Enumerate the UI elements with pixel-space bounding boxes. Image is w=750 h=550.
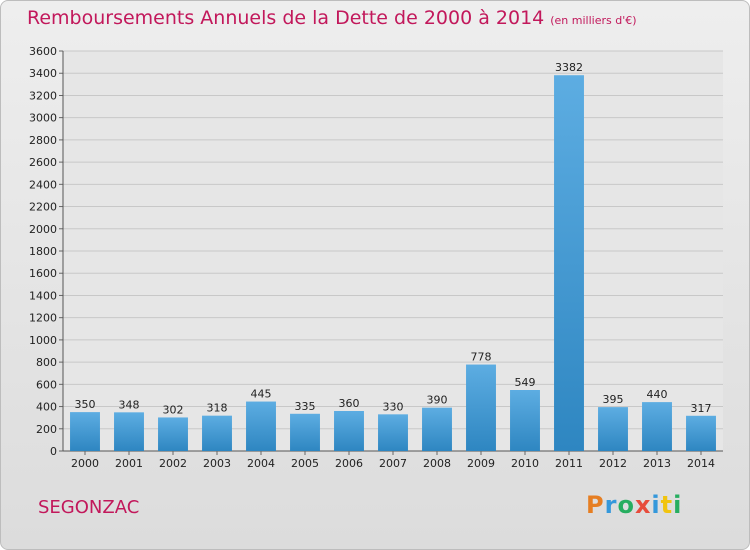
data-label: 440 [647,388,668,401]
bar [598,407,628,451]
title-text: Remboursements Annuels de la Dette de 20… [27,7,545,29]
bar [510,390,540,451]
x-tick-label: 2001 [115,457,143,470]
y-tick-label: 800 [36,356,57,369]
x-tick-label: 2010 [511,457,539,470]
place-name: SEGONZAC [38,497,140,518]
y-tick-label: 2400 [29,178,57,191]
data-label: 445 [251,388,272,401]
logo-letter: o [617,491,635,519]
bar [158,417,188,451]
y-tick-label: 0 [50,445,57,458]
bar [554,75,584,451]
proxiti-logo: Proxiti [586,491,682,519]
x-tick-label: 2003 [203,457,231,470]
bar [70,412,100,451]
x-tick-label: 2014 [687,457,715,470]
logo-letter: t [660,491,674,519]
data-label: 335 [295,400,316,413]
x-tick-label: 2007 [379,457,407,470]
data-label: 549 [515,376,536,389]
bar [202,415,232,451]
bar [334,411,364,451]
data-label: 360 [339,397,360,410]
y-tick-label: 2800 [29,134,57,147]
logo-letter: i [673,491,683,519]
logo-letter: P [586,491,605,519]
y-tick-label: 3400 [29,67,57,80]
logo-letter: x [634,491,652,519]
data-label: 778 [471,351,492,364]
unit-note: (en milliers d'€) [550,14,637,27]
data-label: 302 [163,403,184,416]
bar [466,364,496,451]
y-tick-label: 3200 [29,89,57,102]
bar [246,401,276,451]
y-tick-label: 3000 [29,112,57,125]
data-label: 330 [383,400,404,413]
logo-letter: i [651,491,661,519]
y-tick-label: 2600 [29,156,57,169]
x-tick-label: 2011 [555,457,583,470]
data-label: 317 [691,402,712,415]
data-label: 350 [75,398,96,411]
y-tick-label: 1600 [29,267,57,280]
bar [642,402,672,451]
bar [290,413,320,451]
data-label: 318 [207,402,228,415]
bar [686,415,716,451]
x-tick-label: 2009 [467,457,495,470]
x-tick-label: 2004 [247,457,275,470]
x-tick-label: 2013 [643,457,671,470]
data-label: 395 [603,393,624,406]
x-tick-label: 2006 [335,457,363,470]
bar [114,412,144,451]
y-tick-label: 2200 [29,201,57,214]
y-tick-label: 3600 [29,45,57,58]
y-tick-label: 400 [36,401,57,414]
y-tick-label: 1000 [29,334,57,347]
data-label: 390 [427,394,448,407]
bar [378,414,408,451]
x-tick-label: 2000 [71,457,99,470]
y-tick-label: 1400 [29,289,57,302]
x-tick-label: 2005 [291,457,319,470]
y-tick-label: 1200 [29,312,57,325]
logo-letter: r [604,491,618,519]
x-tick-label: 2008 [423,457,451,470]
y-tick-label: 200 [36,423,57,436]
x-tick-label: 2012 [599,457,627,470]
x-tick-label: 2002 [159,457,187,470]
y-tick-label: 2000 [29,223,57,236]
bar [422,407,452,451]
y-tick-label: 600 [36,378,57,391]
chart-title: Remboursements Annuels de la Dette de 20… [27,7,637,29]
data-label: 348 [119,398,140,411]
data-label: 3382 [555,61,583,74]
y-tick-label: 1800 [29,245,57,258]
